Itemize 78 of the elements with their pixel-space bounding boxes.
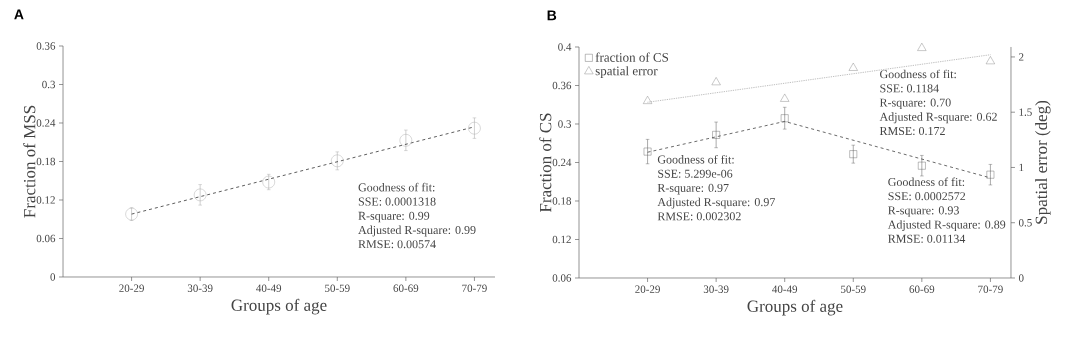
- y-tick-label: 0.24: [36, 119, 56, 127]
- annotation: Adjusted R-square: 0.62: [879, 112, 997, 124]
- point: [780, 93, 790, 102]
- annotation: Goodness of fit:: [657, 154, 734, 164]
- x-tick-label: 40-49: [256, 284, 282, 292]
- point: [193, 188, 207, 202]
- x-tick-label: 30-39: [703, 285, 729, 293]
- x-tick-label: 20-29: [119, 284, 144, 292]
- y-tick-label: 0: [50, 273, 56, 281]
- point: [331, 154, 344, 168]
- x-tick-label: 50-59: [841, 285, 866, 293]
- annotation: RMSE: 0.00574: [358, 240, 436, 249]
- y2-tick-label: 1: [1019, 163, 1024, 172]
- annotation: Adjusted R-square: 0.99: [358, 225, 476, 237]
- point: [399, 134, 413, 147]
- y-tick-label: 0.3: [558, 120, 572, 128]
- point: [985, 56, 995, 65]
- point: [711, 77, 721, 86]
- annotation: R-square: 0.70: [879, 98, 951, 110]
- annotation: SSE: 0.1184: [880, 84, 939, 93]
- annotation: Adjusted R-square: 0.97: [657, 197, 775, 209]
- annotation: SSE: 0.0001318: [358, 197, 436, 206]
- point: [125, 207, 138, 221]
- y2-axis-title: Spatial error (deg): [1035, 100, 1051, 224]
- x-tick-label: 20-29: [635, 285, 660, 293]
- point: [849, 150, 858, 158]
- point: [262, 175, 275, 189]
- annotation: Adjusted R-square: 0.89: [887, 220, 1006, 232]
- x-axis-title: Groups of age: [231, 298, 327, 315]
- y2-tick-label: 0: [1018, 274, 1024, 282]
- y-tick-label: 0.06: [552, 274, 572, 282]
- point: [643, 147, 652, 156]
- chart-title: B: [547, 10, 557, 21]
- annotation: R-square: 0.93: [888, 206, 959, 217]
- point: [780, 114, 789, 123]
- annotation: Goodness of fit:: [358, 182, 435, 192]
- y-tick-label: 0.12: [552, 235, 571, 244]
- y-tick-label: 0.36: [36, 42, 56, 50]
- annotation: Goodness of fit:: [880, 69, 956, 79]
- y-tick-label: 0.18: [552, 197, 572, 205]
- point: [643, 95, 653, 104]
- annotation: Goodness of fit:: [888, 177, 965, 187]
- legend-label: spatial error: [595, 66, 658, 78]
- y-tick-label: 0.36: [552, 81, 572, 90]
- annotation: RMSE: 0.002302: [657, 212, 741, 221]
- point: [917, 42, 927, 51]
- y-tick-label: 0.3: [42, 80, 56, 89]
- annotation: R-square: 0.97: [657, 183, 729, 195]
- y-tick-label: 0.12: [36, 196, 55, 204]
- point: [848, 62, 858, 71]
- x-tick-label: 70-79: [462, 284, 487, 292]
- legend-label: fraction of CS: [595, 52, 669, 62]
- y-tick-label: 0.24: [552, 158, 572, 167]
- y-axis-title: Fraction of MSS: [23, 105, 36, 218]
- x-tick-label: 30-39: [187, 284, 213, 292]
- point: [468, 121, 481, 135]
- annotation: RMSE: 0.01134: [888, 234, 966, 243]
- annotation: SSE: 5.299e-06: [658, 169, 733, 178]
- point: [712, 131, 720, 139]
- x-tick-label: 40-49: [772, 285, 798, 293]
- annotation: SSE: 0.0002572: [888, 192, 966, 201]
- annotation: RMSE: 0.172: [879, 126, 945, 136]
- annotation: R-square: 0.99: [358, 211, 430, 223]
- y-tick-label: 0.4: [558, 43, 572, 51]
- y-tick-label: 0.06: [36, 234, 56, 243]
- x-tick-label: 60-69: [393, 284, 419, 292]
- x-axis-title: Groups of age: [747, 299, 843, 316]
- y2-tick-label: 1.5: [1019, 108, 1032, 116]
- y2-tick-label: 0.5: [1018, 219, 1032, 227]
- chart-title: A: [14, 9, 24, 20]
- y-tick-label: 0.18: [36, 157, 56, 166]
- y2-tick-label: 2: [1019, 53, 1024, 61]
- point: [986, 170, 995, 179]
- point: [918, 161, 926, 170]
- y-axis-title: Fraction of CS: [539, 113, 552, 213]
- x-tick-label: 60-69: [909, 285, 935, 293]
- x-tick-label: 50-59: [325, 284, 350, 292]
- x-tick-label: 70-79: [978, 285, 1003, 293]
